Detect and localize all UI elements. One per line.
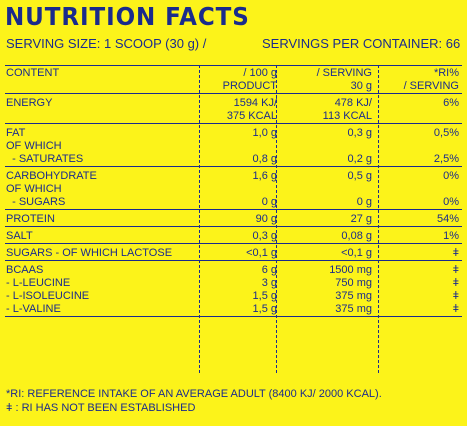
table-row: SALT 0,3 g 0,08 g 1% [5,230,462,244]
table-row: SUGARS - OF WHICH LACTOSE <0,1 g <0,1 g … [5,247,462,261]
table-row: PROTEIN 90 g 27 g 54% [5,213,462,227]
header-serving: / SERVING 30 g [279,67,374,94]
header-per100: / 100 g PRODUCT [200,67,279,94]
footnotes: *RI: REFERENCE INTAKE OF AN AVERAGE ADUL… [6,387,382,415]
header-content: CONTENT [5,67,200,94]
table-row: ENERGY 1594 KJ/375 KCAL 478 KJ/113 KCAL … [5,97,462,124]
table-row: BCAAS - L-LEUCINE - L-ISOLEUCINE - L-VALINE… [5,264,462,317]
table-row: FAT OF WHICH - SATURATES 1,0 g 0,8 g 0,3 … [5,127,462,167]
serving-size: SERVING SIZE: 1 SCOOP (30 g) / [6,36,207,51]
footnote-symbol: ǂ : RI HAS NOT BEEN ESTABLISHED [6,402,196,414]
top-rule [5,65,462,66]
table-row: CARBOHYDRATE OF WHICH - SUGARS 1,6 g 0 g … [5,170,462,210]
table-header-row: CONTENT / 100 g PRODUCT / SERVING 30 g *RI… [5,67,462,94]
nutrition-table: CONTENT / 100 g PRODUCT / SERVING 30 g *RI… [5,67,462,317]
servings-per-container: SERVINGS PER CONTAINER: 66 [262,36,461,51]
footnote-ri: *RI: REFERENCE INTAKE OF AN AVERAGE ADUL… [6,388,382,400]
header-ri: *RI% / SERVING [374,67,462,94]
page-title: NUTRITION FACTS [5,2,250,31]
